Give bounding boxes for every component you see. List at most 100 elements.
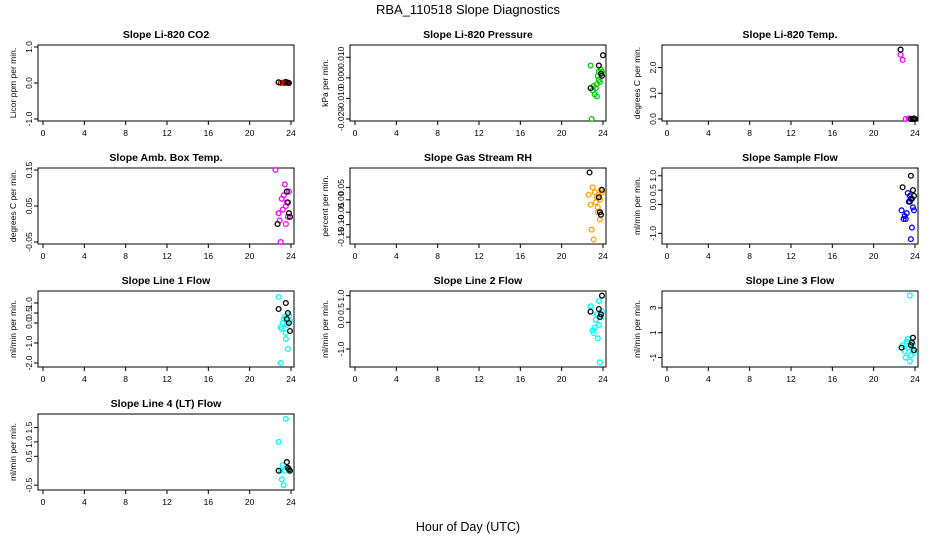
x-tick-label: 16 [204,251,214,261]
data-point [598,189,606,196]
y-tick-label: -1.0 [336,341,346,356]
data-point [897,51,904,58]
data-point [280,315,287,323]
series-black [586,169,606,218]
x-tick-label: 4 [82,497,87,507]
y-tick-label: 0.5 [24,307,34,319]
x-tick-label: 16 [828,128,838,138]
y-tick-label: 0.0 [648,198,658,210]
panel-3: Slope Li-820 Temp. 0 4 8 12 16 20 24 0.0 1.0 2.0 de… [632,29,920,138]
data-point [283,188,290,195]
x-tick-label: 20 [869,251,879,261]
plot-frame [349,167,607,245]
x-tick-label: 24 [598,128,608,138]
plot-frame [349,44,607,122]
data-point [595,62,602,69]
y-tick-label: -1.0 [648,226,658,241]
data-point [596,359,603,366]
data-point [595,194,602,201]
data-point [277,467,284,474]
plot-frame [37,413,295,491]
x-tick-label: 8 [123,251,128,261]
x-tick-label: 4 [706,374,711,384]
x-tick-label: 4 [394,128,399,138]
y-tick-label: 1.5 [24,421,34,433]
y-axis-label: kPa per min. [320,59,330,107]
series-colored [272,166,292,246]
x-tick-label: 24 [910,374,920,384]
y-tick-label: 1.0 [24,297,34,309]
data-point [277,238,284,246]
y-tick-label: -2.0 [24,355,34,370]
data-point [908,339,915,346]
y-axis-label: ml/min per min. [632,300,642,358]
y-tick-label: 1 [648,330,658,335]
data-point [597,211,604,218]
series-black [274,188,294,228]
y-tick-label: 1.0 [336,289,346,301]
x-tick-label: 20 [245,497,255,507]
y-axis-label: degrees C per min. [632,47,642,119]
data-point [280,482,287,489]
x-tick-label: 8 [435,128,440,138]
data-point [279,461,286,469]
y-axis-label: ml/min per min. [8,423,18,481]
data-point [275,79,282,86]
data-point [909,204,916,211]
data-point [590,236,597,243]
data-point [898,207,905,214]
data-point [275,438,282,445]
figure-x-axis-label: Hour of Day (UTC) [416,520,520,534]
data-point [590,329,597,337]
x-tick-label: 16 [516,251,526,261]
y-tick-label: -0.15 [336,227,346,247]
data-point [278,476,285,483]
data-point [282,299,289,307]
data-point [903,210,910,217]
data-point [282,335,289,343]
y-tick-label: -0.05 [24,232,34,252]
x-tick-label: 0 [41,497,46,507]
x-tick-label: 4 [706,128,711,138]
x-tick-label: 4 [706,251,711,261]
panel-5: Slope Gas Stream RH 0 4 8 12 16 20 24 -0.15-0.10… [320,152,608,261]
x-tick-label: 8 [747,128,752,138]
series-black [897,46,919,123]
data-point [282,220,289,228]
data-point [595,305,602,313]
x-tick-label: 8 [123,128,128,138]
x-tick-label: 24 [910,251,920,261]
x-tick-label: 16 [204,497,214,507]
plot-frame [37,44,295,122]
x-tick-label: 24 [286,374,296,384]
data-point [280,192,287,199]
data-point [278,325,285,333]
panel-title: Slope Line 4 (LT) Flow [111,398,222,410]
y-tick-label: -0.020 [336,107,346,131]
plot-frame [661,290,919,368]
y-tick-label: 0.05 [336,179,346,196]
y-tick-label: -1.0 [24,335,34,350]
x-tick-label: 24 [286,128,296,138]
data-point [283,459,290,466]
y-tick-label: 0.15 [24,161,34,178]
data-point [910,347,918,354]
data-point [906,198,913,205]
x-tick-label: 4 [82,128,87,138]
panel-grid: Slope Li-820 CO2 0 4 8 12 16 20 24 -1.0 0.0 1.0 Lic… [8,29,920,507]
y-tick-label: 0.00 [336,191,346,208]
x-tick-label: 0 [353,251,358,261]
x-tick-label: 24 [598,251,608,261]
data-point [275,210,282,217]
data-point [586,169,593,176]
data-point [911,115,919,123]
x-tick-label: 12 [162,128,172,138]
x-tick-label: 12 [474,251,484,261]
y-tick-label: 0.010 [336,46,346,68]
x-tick-label: 0 [665,374,670,384]
series-black [898,334,918,354]
y-axis-label: Licor ppm per min. [8,48,18,118]
data-point [274,220,281,228]
data-point [587,308,594,315]
plot-frame [37,290,295,368]
